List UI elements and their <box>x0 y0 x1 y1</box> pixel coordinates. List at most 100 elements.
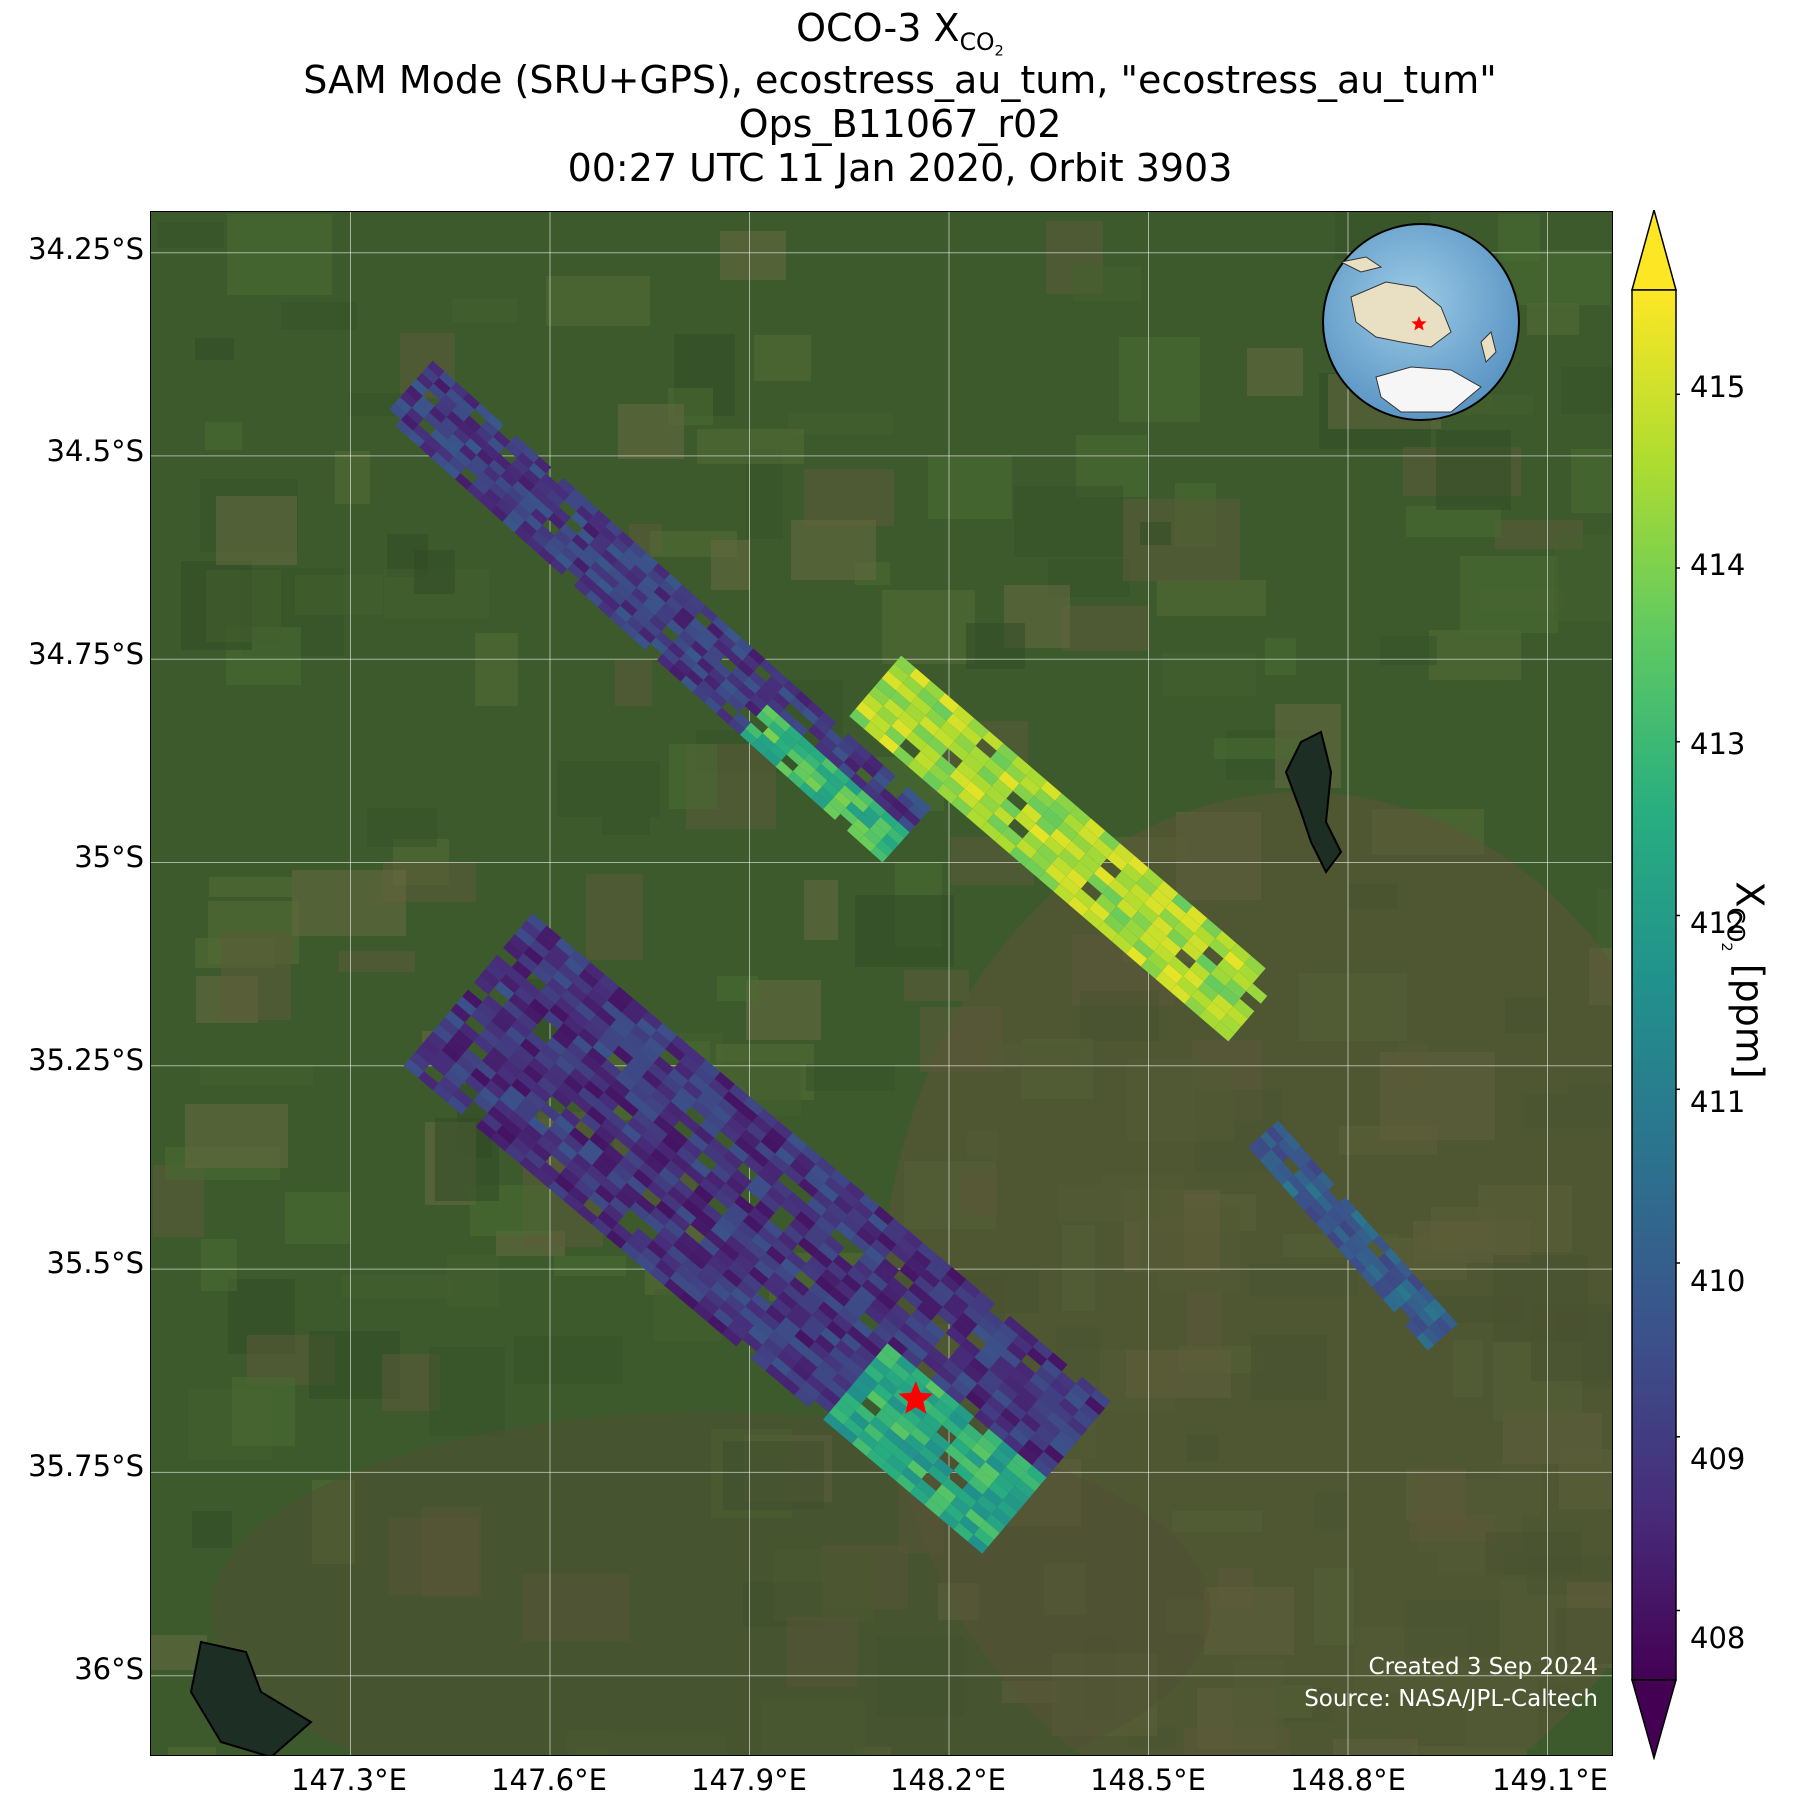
xco2-pixel <box>690 1217 711 1237</box>
xco2-pixel <box>681 1198 703 1218</box>
xco2-pixel <box>510 435 528 453</box>
xco2-pixel <box>534 1050 555 1070</box>
xco2-pixel <box>897 710 919 731</box>
xco2-pixel <box>997 1499 1018 1519</box>
xco2-pixel <box>725 649 743 667</box>
xco2-pixel <box>656 654 675 671</box>
xco2-pixel <box>489 482 507 499</box>
xco2-pixel <box>842 733 861 751</box>
xco2-pixel <box>1197 981 1219 1002</box>
xco2-pixel <box>683 601 701 618</box>
xco2-pixel <box>1350 1232 1368 1251</box>
xco2-pixel <box>1042 808 1064 829</box>
xco2-pixel <box>597 600 615 618</box>
xco2-pixel <box>528 462 546 480</box>
xco2-pixel <box>528 998 550 1018</box>
xco2-pixel <box>690 640 708 658</box>
xco2-pixel <box>766 1186 787 1206</box>
xco2-pixel <box>1023 1380 1045 1400</box>
xco2-pixel <box>1248 1141 1266 1160</box>
xco2-pixel <box>429 406 447 423</box>
xco2-pixel <box>869 1357 891 1377</box>
xco2-pixel <box>867 1272 888 1292</box>
xco2-pixel <box>649 1207 671 1227</box>
xco2-pixel <box>982 1487 1003 1507</box>
xco2-pixel <box>624 1149 645 1169</box>
xco2-pixel <box>724 627 742 644</box>
xco2-pixel <box>1360 1268 1378 1287</box>
xco2-pixel <box>1024 858 1046 879</box>
xco2-pixel <box>630 1024 651 1044</box>
xco2-pixel <box>1283 1133 1301 1152</box>
xco2-pixel <box>733 712 751 729</box>
xco2-pixel <box>627 1116 648 1136</box>
xco2-pixel <box>769 1153 790 1173</box>
xco2-pixel <box>887 1395 908 1415</box>
xco2-pixel <box>936 1366 957 1386</box>
xco2-pixel <box>664 1219 685 1239</box>
xco2-pixel <box>496 1007 518 1027</box>
xco2-pixel <box>863 806 881 824</box>
xco2-pixel <box>979 1461 1001 1481</box>
xco2-pixel <box>940 720 962 741</box>
xco2-pixel <box>572 1035 593 1055</box>
xco2-pixel <box>1128 855 1150 876</box>
xco2-pixel <box>1005 1460 1027 1480</box>
xco2-pixel <box>713 639 731 656</box>
xco2-pixel <box>908 803 926 821</box>
xco2-pixel <box>613 986 634 1006</box>
xco2-pixel <box>910 1308 932 1328</box>
xco2-pixel <box>705 1111 726 1131</box>
xco2-pixel <box>921 1412 943 1432</box>
terrain-patch <box>206 570 281 642</box>
xco2-pixel <box>592 1099 613 1119</box>
xco2-pixel <box>977 1317 998 1337</box>
xco2-pixel <box>481 420 499 437</box>
xco2-pixel <box>864 829 882 846</box>
xco2-pixel <box>765 1363 786 1383</box>
xco2-pixel <box>858 835 877 852</box>
xco2-pixel <box>876 839 894 857</box>
xco2-pixel <box>638 1162 659 1182</box>
xco2-pixel <box>773 715 791 732</box>
xco2-pixel <box>767 698 785 716</box>
xco2-pixel <box>505 967 527 987</box>
globe-target-star-icon <box>1411 316 1427 331</box>
xco2-pixel <box>867 777 885 795</box>
xco2-pixel <box>954 733 976 754</box>
xco2-pixel <box>691 1099 712 1119</box>
xco2-pixel <box>856 1226 877 1246</box>
xco2-pixel <box>543 1069 564 1089</box>
xco2-pixel <box>878 1317 900 1337</box>
title-subscript: CO2 <box>959 27 1004 60</box>
xco2-pixel <box>891 798 909 816</box>
xco2-pixel <box>600 549 619 567</box>
xco2-pixel <box>501 493 519 510</box>
xco2-pixel <box>1372 1258 1390 1277</box>
xco2-pixel <box>633 1109 654 1129</box>
xco2-pixel <box>1002 1493 1024 1513</box>
xco2-pixel <box>589 1132 610 1152</box>
xco2-pixel <box>873 771 891 789</box>
xco2-pixel <box>863 721 885 742</box>
xco2-pixel <box>809 747 827 764</box>
xco2-pixel <box>563 1134 584 1154</box>
xco2-pixel <box>844 1299 865 1319</box>
xco2-pixel <box>685 646 703 664</box>
xco2-pixel <box>660 602 678 620</box>
xco2-pixel <box>455 473 473 490</box>
xco2-pixel <box>803 753 822 770</box>
xco2-pixel <box>755 687 773 705</box>
xco2-pixel <box>726 672 744 690</box>
xco2-pixel <box>484 488 502 506</box>
xco2-pixel <box>870 845 888 863</box>
xco2-pixel <box>731 1110 752 1130</box>
xco2-pixel <box>1389 1265 1407 1284</box>
xco2-pixel <box>1157 880 1179 901</box>
xco2-pixel <box>570 511 588 529</box>
xco2-pixel <box>608 588 626 606</box>
xco2-pixel <box>1012 1394 1033 1414</box>
xco2-pixel <box>641 1247 662 1267</box>
xco2-pixel <box>629 1142 651 1162</box>
xco2-pixel <box>1014 1420 1036 1440</box>
